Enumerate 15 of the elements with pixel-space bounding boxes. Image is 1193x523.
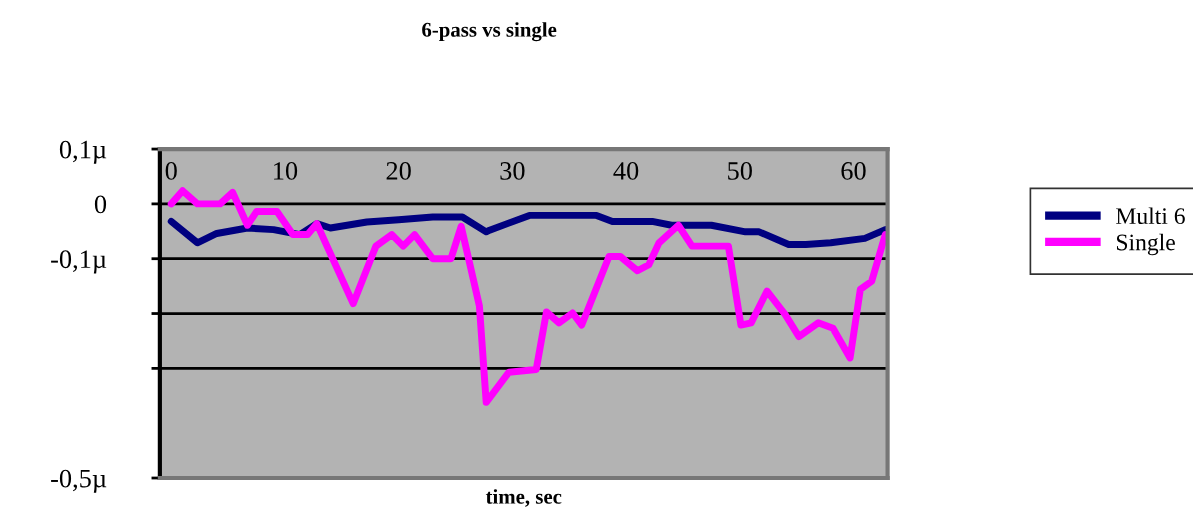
y-tick-label: -0,1µ <box>51 250 107 274</box>
chart-title: 6-pass vs single <box>422 22 557 42</box>
x-tick-label: 10 <box>274 162 298 180</box>
legend-label: Single <box>1116 233 1175 256</box>
x-tick-label: 20 <box>386 162 411 180</box>
x-tick-label: 60 <box>841 162 866 180</box>
x-axis-title: time, sec <box>485 489 562 507</box>
legend-label: Multi 6 <box>1116 207 1185 225</box>
x-tick-label: 0 <box>165 162 177 180</box>
x-tick-label: 50 <box>728 162 752 180</box>
x-tick-label: 30 <box>500 162 525 180</box>
x-tick-label: 40 <box>613 162 639 180</box>
y-tick-label: -0,5µ <box>51 469 107 493</box>
y-tick-label: 0 <box>94 195 107 214</box>
y-tick-label: 0,1µ <box>59 140 107 164</box>
